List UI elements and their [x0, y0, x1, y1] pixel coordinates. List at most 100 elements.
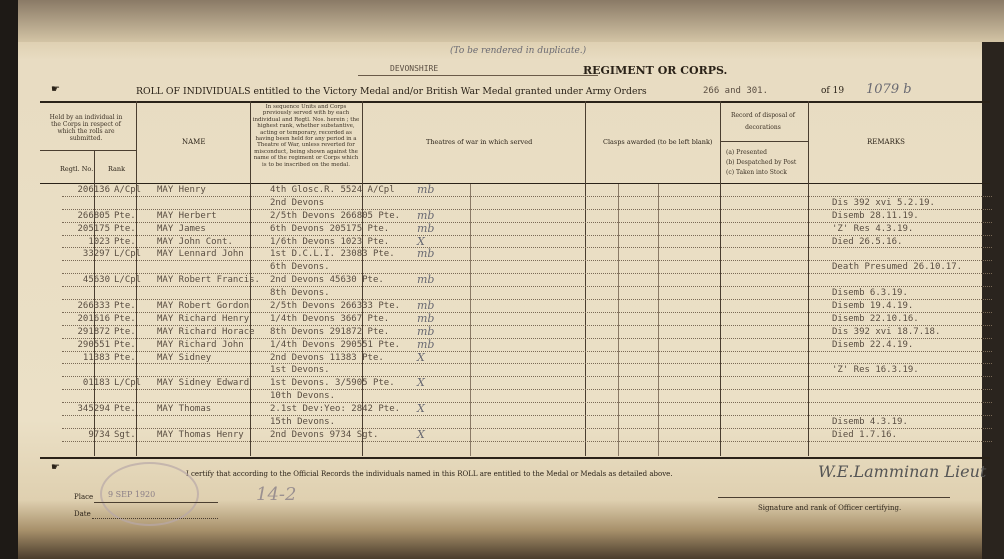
theatre-mark: mb	[417, 337, 435, 351]
roll-title: ROLL OF INDIVIDUALS entitled to the Vict…	[136, 86, 647, 97]
theatre-mark: X	[417, 376, 425, 390]
name: MAY Lennard John	[157, 249, 244, 260]
regt-no: 266333	[77, 301, 110, 312]
corps-history: 1st D.C.L.I. 23083 Pte.	[270, 249, 395, 260]
corps-history: 10th Devons.	[270, 391, 336, 402]
table-row: 1st Devons. 'Z' Res 16.3.19.	[62, 364, 992, 378]
hand-symbol-icon: ☛	[51, 462, 60, 473]
remarks: Disemb 19.4.19.	[832, 301, 914, 312]
theatre-mark: mb	[417, 208, 435, 222]
name: MAY Sidney	[157, 352, 212, 363]
rank: A/Cpl	[114, 185, 142, 195]
table-row: 8th Devons. Disemb 6.3.19.	[62, 287, 992, 301]
theatre-mark: mb	[417, 273, 435, 287]
remarks: Disemb 22.10.16.	[832, 313, 919, 324]
corps-history: 2nd Devons 45630 Pte.	[270, 275, 384, 286]
name: MAY Sidney Edward	[157, 378, 250, 389]
duplicate-note: (To be rendered in duplicate.)	[450, 46, 587, 56]
theatre-mark: mb	[417, 221, 435, 235]
corps-history: 1st Devons.	[270, 365, 330, 376]
name: MAY Thomas	[157, 404, 212, 415]
of-label: of 19	[821, 86, 845, 96]
rank: Sgt.	[114, 429, 136, 440]
name: MAY Thomas Henry	[157, 429, 244, 440]
table-row: 6th Devons. Death Presumed 26.10.17.	[62, 261, 992, 275]
record-options: (a) Presented (b) Despatched by Post (c)…	[726, 148, 796, 178]
remarks: Disemb 6.3.19.	[832, 288, 908, 299]
official-stamp	[100, 462, 199, 526]
name: MAY James	[157, 223, 206, 234]
corps-history: 2nd Devons 9734 Sgt.	[270, 429, 379, 440]
rank: Pte.	[114, 223, 136, 234]
name: MAY Richard Horace	[157, 326, 255, 337]
pencil-note: 14-2	[256, 484, 297, 505]
remarks: 'Z' Res 4.3.19.	[832, 223, 914, 234]
stamp-date: 9 SEP 1920	[108, 490, 156, 499]
table-row: 33297 L/Cpl MAY Lennard John 1st D.C.L.I. 2…	[62, 248, 992, 262]
roll-table: 206136 A/Cpl MAY Henry 4th Glosc.R. 5524 A/…	[62, 184, 992, 442]
corps-history: 2nd Devons	[270, 197, 325, 208]
date-label: Date	[74, 510, 91, 518]
corps-history: 8th Devons 291872 Pte.	[270, 326, 390, 337]
rank: Pte.	[114, 236, 136, 247]
regt-no: 290551	[77, 339, 110, 350]
name-header: NAME	[182, 138, 206, 146]
regt-no: 1023	[88, 236, 110, 247]
book-edge	[982, 42, 1004, 559]
rank: Pte.	[114, 301, 136, 312]
table-row: 205175 Pte. MAY James 6th Devons 205175 Pte…	[62, 221, 992, 236]
name: MAY Robert Francis.	[157, 275, 260, 286]
name: MAY Henry	[157, 185, 206, 195]
record-option-a: (a) Presented	[726, 149, 767, 156]
regt-no: 9734	[88, 429, 110, 440]
theatres-header: Theatres of war in which served	[426, 138, 533, 146]
table-row: 11383 Pte. MAY Sidney 2nd Devons 11383 Pte.…	[62, 351, 992, 365]
table-row: 9734 Sgt. MAY Thomas Henry 2nd Devons 9734 …	[62, 428, 992, 442]
rank: Pte.	[114, 210, 136, 221]
regiment-name: DEVONSHIRE	[390, 64, 439, 73]
name: MAY Herbert	[157, 210, 217, 221]
corps-history: 6th Devons 205175 Pte.	[270, 223, 390, 234]
theatre-mark: mb	[417, 183, 435, 196]
place-label: Place	[74, 493, 94, 501]
theatre-mark: mb	[417, 311, 435, 325]
corps-history: 2nd Devons 11383 Pte.	[270, 352, 384, 363]
corps-history: 2.1st Dev:Yeo: 2842 Pte.	[270, 404, 401, 415]
regt-no: 201616	[77, 313, 110, 324]
theatre-mark: X	[417, 234, 425, 248]
certification-text: I certify that according to the Official…	[186, 470, 673, 478]
record-option-b: (b) Despatched by Post	[726, 159, 797, 166]
officer-signature: W.E.Lamminan Lieut	[818, 462, 987, 481]
rank: Pte.	[114, 404, 136, 415]
record-option-c: (c) Taken into Stock	[726, 169, 787, 176]
regt-no: 291872	[77, 326, 110, 337]
remarks: Disemb 4.3.19.	[832, 417, 908, 428]
regt-no: 266805	[77, 210, 110, 221]
table-row: 206136 A/Cpl MAY Henry 4th Glosc.R. 5524 A/…	[62, 184, 992, 197]
table-row: 345294 Pte. MAY Thomas 2.1st Dev:Yeo: 2842 …	[62, 403, 992, 417]
corps-header: In sequence Units and Corps previously s…	[252, 104, 360, 168]
rank: Pte.	[114, 352, 136, 363]
rank-header: Rank	[108, 165, 126, 173]
remarks: Death Presumed 26.10.17.	[832, 262, 963, 273]
previous-page-edge	[18, 0, 1004, 42]
rank: L/Cpl	[114, 249, 142, 260]
corps-history: 6th Devons.	[270, 262, 330, 273]
corps-history: 2/5th Devons 266333 Pte.	[270, 301, 401, 312]
regt-no: 33297	[82, 249, 110, 260]
remarks: 'Z' Res 16.3.19.	[832, 365, 919, 376]
remarks: Disemb 22.4.19.	[832, 339, 914, 350]
table-row: 1023 Pte. MAY John Cont. 1/6th Devons 1023 …	[62, 234, 992, 249]
theatre-mark: mb	[417, 299, 435, 313]
table-row: 201616 Pte. MAY Richard Henry 1/4th Devons …	[62, 311, 992, 326]
regt-no: 345294	[77, 404, 110, 415]
name: MAY Robert Gordon	[157, 301, 250, 312]
table-row: 266805 Pte. MAY Herbert 2/5th Devons 266805…	[62, 208, 992, 223]
name: MAY John Cont.	[157, 236, 233, 247]
army-orders: 266 and 301.	[703, 86, 769, 96]
corps-history: 4th Glosc.R. 5524 A/Cpl	[270, 185, 395, 195]
table-row: 01183 L/Cpl MAY Sidney Edward 1st Devons. 3…	[62, 376, 992, 391]
regt-no: 206136	[77, 185, 110, 195]
remarks: Died 1.7.16.	[832, 429, 898, 440]
table-row: 10th Devons.	[62, 390, 992, 404]
